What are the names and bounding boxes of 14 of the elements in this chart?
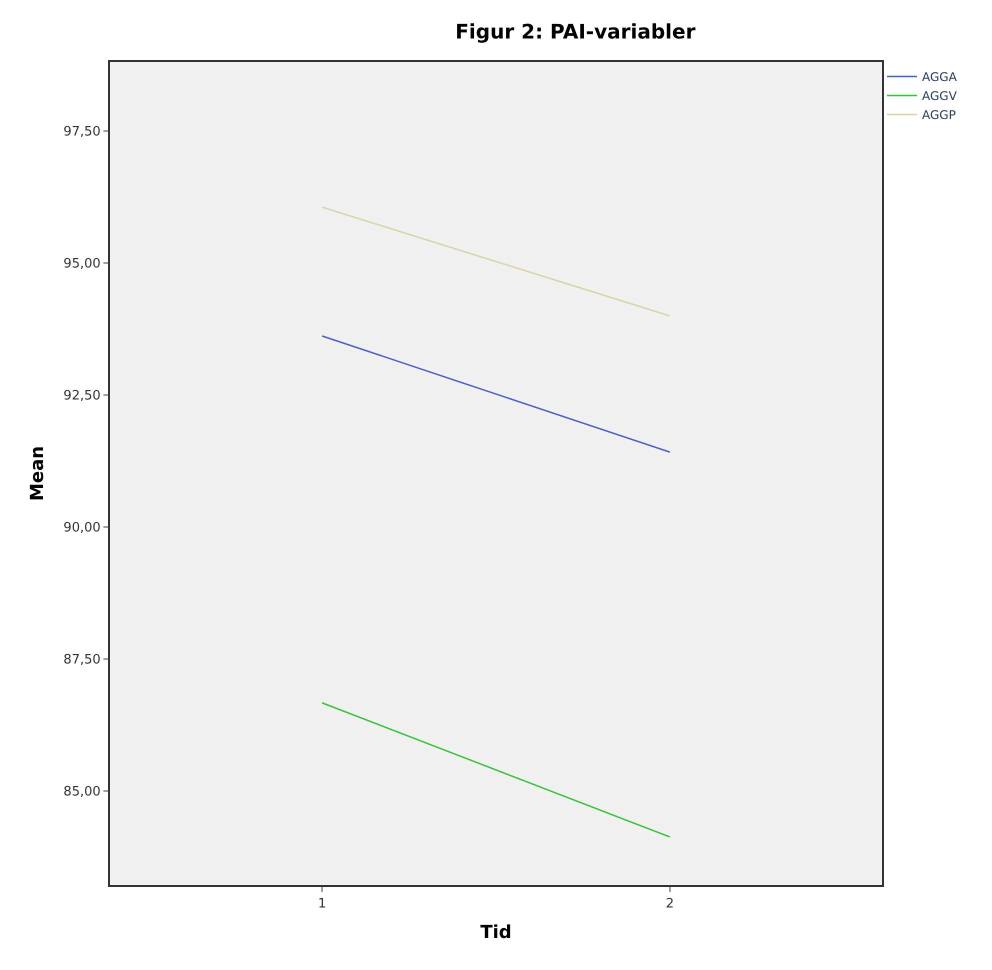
x-axis-title: Tid — [480, 922, 512, 943]
y-tick-label: 92,50 — [63, 388, 101, 404]
y-tick-label: 87,50 — [63, 652, 101, 668]
legend-label: AGGV — [922, 89, 958, 104]
chart-title: Figur 2: PAI-variabler — [455, 19, 696, 44]
y-axis-title: Mean — [27, 446, 48, 502]
y-tick-label: 97,50 — [63, 124, 101, 140]
y-tick-label: 95,00 — [63, 256, 101, 272]
x-tick-label: 1 — [318, 896, 326, 912]
y-tick-label: 90,00 — [63, 520, 101, 536]
legend-label: AGGA — [922, 70, 958, 84]
x-tick-label: 2 — [666, 896, 674, 912]
legend-label: AGGP — [922, 108, 956, 122]
y-tick-label: 85,00 — [63, 784, 101, 800]
